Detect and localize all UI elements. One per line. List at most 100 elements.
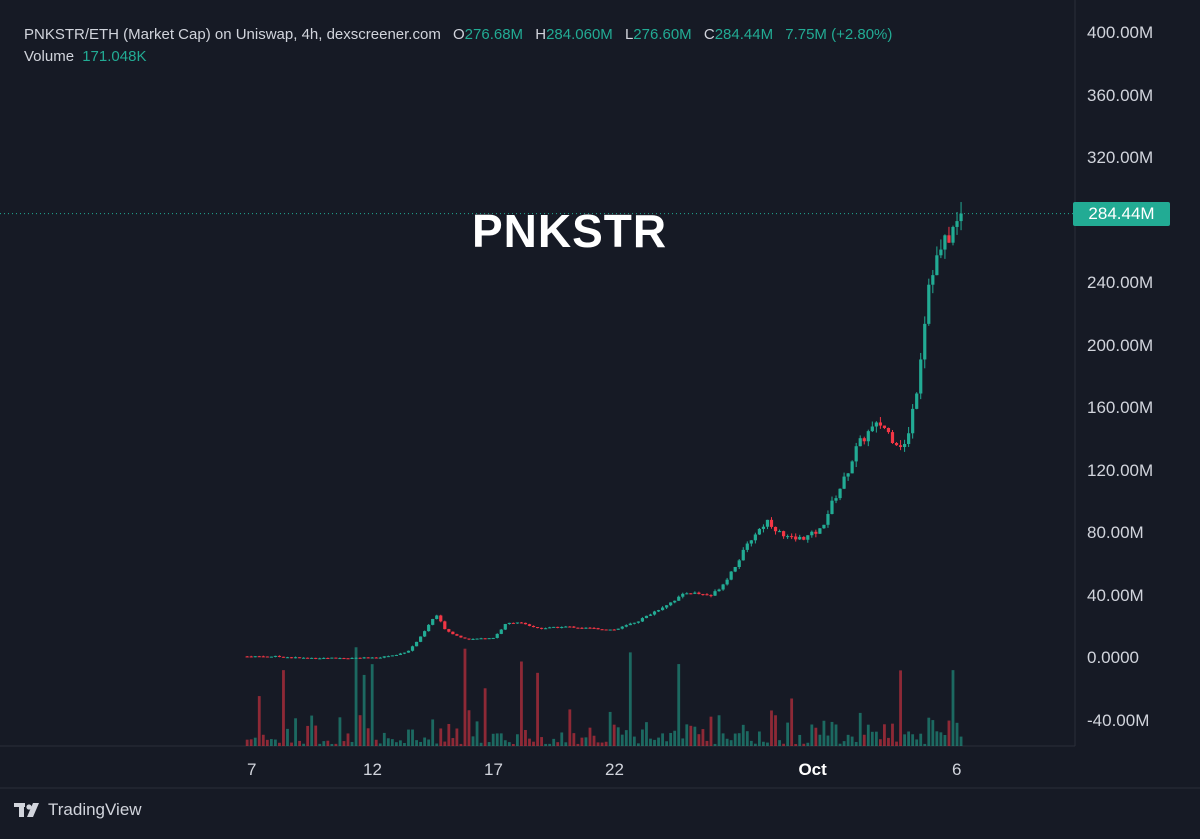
candle-body	[463, 637, 467, 639]
volume-bar	[717, 715, 721, 746]
candle-body	[495, 633, 499, 638]
volume-bar	[564, 742, 568, 746]
y-tick-label: -40.00M	[1087, 710, 1150, 730]
volume-bar	[346, 733, 350, 746]
candle-body	[677, 596, 681, 601]
candle-body	[487, 638, 491, 640]
y-tick-label: 0.0000	[1087, 648, 1139, 667]
y-tick-label: 200.00M	[1087, 335, 1154, 355]
candle-body	[781, 531, 786, 537]
candle-body	[886, 427, 891, 433]
candle-body	[459, 635, 463, 638]
volume-bar	[895, 741, 898, 746]
candle-body	[285, 657, 290, 659]
y-tick-label: 120.00M	[1087, 460, 1154, 480]
candle-body	[556, 626, 560, 628]
volume-bar	[528, 738, 531, 746]
volume-bar	[342, 741, 346, 746]
tradingview-brand[interactable]: TradingView	[14, 800, 142, 820]
volume-bar	[471, 736, 475, 746]
volume-bar	[269, 739, 273, 746]
candle-body	[608, 629, 612, 631]
volume-bar	[253, 737, 257, 746]
volume-bar	[249, 739, 253, 746]
candle-body	[318, 658, 322, 660]
volume-bar	[741, 724, 745, 746]
volume-bar	[657, 737, 660, 746]
volume-bar	[911, 734, 915, 746]
candle-body	[568, 626, 572, 628]
volume-bar	[834, 724, 838, 746]
volume-bar	[701, 729, 705, 746]
candle-body	[471, 638, 475, 640]
x-tick-label: 12	[363, 760, 382, 779]
candle-body	[923, 323, 927, 360]
volume-bar	[814, 727, 818, 746]
volume-bar	[560, 732, 564, 746]
candle-body	[531, 625, 536, 628]
volume-bar	[810, 724, 814, 746]
volume-bar	[463, 648, 467, 746]
volume-bar	[503, 740, 507, 746]
candle-body	[854, 446, 858, 462]
volume-bar	[306, 725, 310, 746]
volume-bar	[907, 731, 911, 746]
volume-bar	[818, 734, 822, 746]
candle-body	[600, 629, 604, 631]
candle-body	[632, 622, 636, 624]
candle-body	[616, 628, 620, 630]
volume-bar	[330, 743, 334, 746]
candle-body	[410, 646, 415, 651]
candle-body	[709, 595, 713, 597]
candle-body	[919, 359, 923, 394]
volume-bar	[431, 719, 435, 746]
volume-bar	[318, 743, 322, 746]
volume-bar	[959, 736, 963, 746]
volume-bar	[588, 727, 592, 746]
volume-bar	[955, 722, 959, 746]
volume-bar	[515, 734, 519, 746]
y-tick-label: 40.00M	[1087, 585, 1144, 605]
volume-bar	[399, 740, 402, 746]
candle-body	[624, 625, 628, 627]
volume-bar	[874, 731, 878, 746]
candle-body	[523, 622, 528, 625]
candle-body	[350, 657, 354, 659]
brand-name: TradingView	[48, 800, 142, 819]
volume-bar	[407, 729, 410, 746]
candle-body	[277, 655, 282, 657]
candle-body	[648, 614, 653, 616]
candle-body	[830, 500, 834, 514]
candle-body	[483, 638, 487, 640]
volume-bar	[455, 728, 459, 746]
candle-body	[826, 513, 830, 525]
volume-bar	[624, 730, 628, 746]
candle-body	[943, 235, 947, 250]
volume-bar	[846, 734, 850, 746]
volume-bar	[447, 723, 451, 746]
candle-body	[636, 621, 640, 623]
volume-bar	[386, 738, 390, 746]
volume-bar	[334, 743, 338, 746]
x-tick-label: 22	[605, 760, 624, 779]
candle-body	[362, 657, 366, 659]
candle-body	[435, 615, 439, 619]
volume-bar	[786, 722, 790, 746]
volume-bar	[584, 737, 588, 746]
candle-body	[358, 657, 362, 659]
volume-bar	[862, 734, 866, 746]
candle-body	[378, 657, 382, 659]
volume-bar	[487, 742, 491, 746]
symbol-watermark: PNKSTR	[472, 205, 668, 257]
volume-bar	[592, 735, 596, 746]
volume-bar	[774, 715, 777, 746]
candle-body	[693, 592, 697, 594]
volume-bar	[548, 743, 552, 746]
candle-body	[850, 461, 854, 474]
volume-bar	[883, 724, 886, 746]
volume-bar	[427, 739, 431, 746]
volume-bar	[443, 741, 447, 746]
candle-body	[612, 629, 616, 631]
volume-bar	[298, 740, 301, 746]
